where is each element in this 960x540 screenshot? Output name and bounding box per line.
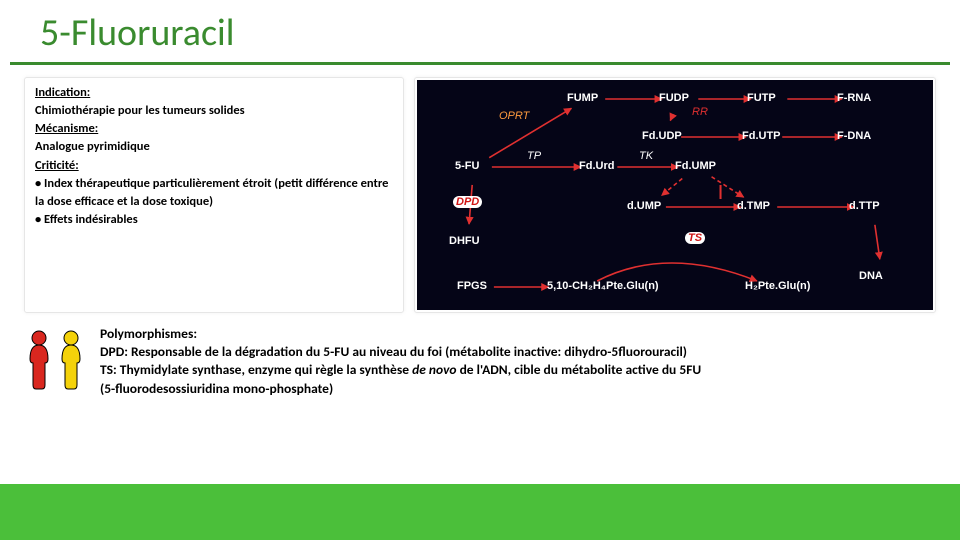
- criticity-bullet-2: • Effets indésirables: [35, 212, 138, 227]
- figure-icons: [24, 325, 86, 391]
- mechanism-heading: Mécanisme:: [35, 121, 98, 136]
- poly-ts-2: (5-fluorodesossiuridina mono-phosphate): [100, 380, 333, 397]
- node-dna: DNA: [859, 270, 883, 282]
- indication-heading: Indication:: [35, 85, 90, 100]
- polymorphism-row: Polymorphismes: DPD: Responsable de la d…: [0, 325, 960, 398]
- node-dump: d.UMP: [627, 200, 661, 212]
- enzyme-tk: TK: [639, 150, 653, 162]
- poly-ts-1a: TS: Thymidylate synthase, enzyme qui règ…: [100, 361, 412, 378]
- content-row: Indication: Chimiothérapie pour les tume…: [0, 77, 960, 313]
- enzyme-rr: RR: [692, 106, 708, 118]
- pathway-diagram: 5-FU FUMP FUDP FUTP F-RNA Fd.UDP Fd.UTP F-DNA Fd…: [417, 80, 933, 310]
- criticity-heading: Criticité:: [35, 158, 79, 173]
- enzyme-tp: TP: [527, 150, 541, 162]
- poly-dpd: DPD: Responsable de la dégradation du 5-…: [100, 343, 687, 360]
- node-fdurd: Fd.Urd: [579, 160, 614, 172]
- poly-ts-1b: de l'ADN, cible du métabolite active du …: [457, 361, 702, 378]
- page-title: 5-Fluoruracil: [10, 0, 950, 65]
- polymorphism-text: Polymorphismes: DPD: Responsable de la d…: [100, 325, 936, 398]
- node-folout: H₂Pte.Glu(n): [745, 280, 810, 292]
- node-fdudp: Fd.UDP: [642, 130, 682, 142]
- mechanism-text: Analogue pyrimidique: [35, 139, 150, 154]
- enzyme-oprt: OPRT: [499, 110, 529, 122]
- node-dhfu: DHFU: [449, 235, 480, 247]
- node-fump: FUMP: [567, 92, 598, 104]
- diagram-container: 5-FU FUMP FUDP FUTP F-RNA Fd.UDP Fd.UTP F-DNA Fd…: [414, 77, 936, 313]
- criticity-bullet-1: • Index thérapeutique particulièrement é…: [35, 176, 388, 209]
- enzyme-ts: TS: [685, 232, 705, 244]
- node-fdna: F-DNA: [837, 130, 871, 142]
- node-fudp: FUDP: [659, 92, 689, 104]
- node-folin: 5,10-CH₂H₄Pte.Glu(n): [547, 280, 659, 292]
- info-box: Indication: Chimiothérapie pour les tume…: [24, 77, 404, 313]
- polymorphism-heading: Polymorphismes:: [100, 325, 197, 342]
- indication-text: Chimiothérapie pour les tumeurs solides: [35, 103, 245, 118]
- node-frna: F-RNA: [837, 92, 871, 104]
- node-fdutp: Fd.UTP: [742, 130, 781, 142]
- node-fpgs: FPGS: [457, 280, 487, 292]
- node-futp: FUTP: [747, 92, 776, 104]
- enzyme-dpd: DPD: [453, 196, 482, 208]
- node-n5fu: 5-FU: [455, 160, 479, 172]
- node-dttp: d.TTP: [849, 200, 880, 212]
- node-fdump: Fd.UMP: [675, 160, 716, 172]
- footer-bar: [0, 484, 960, 540]
- node-dtmp: d.TMP: [737, 200, 770, 212]
- person-icon-red: [24, 329, 54, 391]
- poly-ts-denovo: de novo: [412, 361, 456, 378]
- person-icon-yellow: [56, 329, 86, 391]
